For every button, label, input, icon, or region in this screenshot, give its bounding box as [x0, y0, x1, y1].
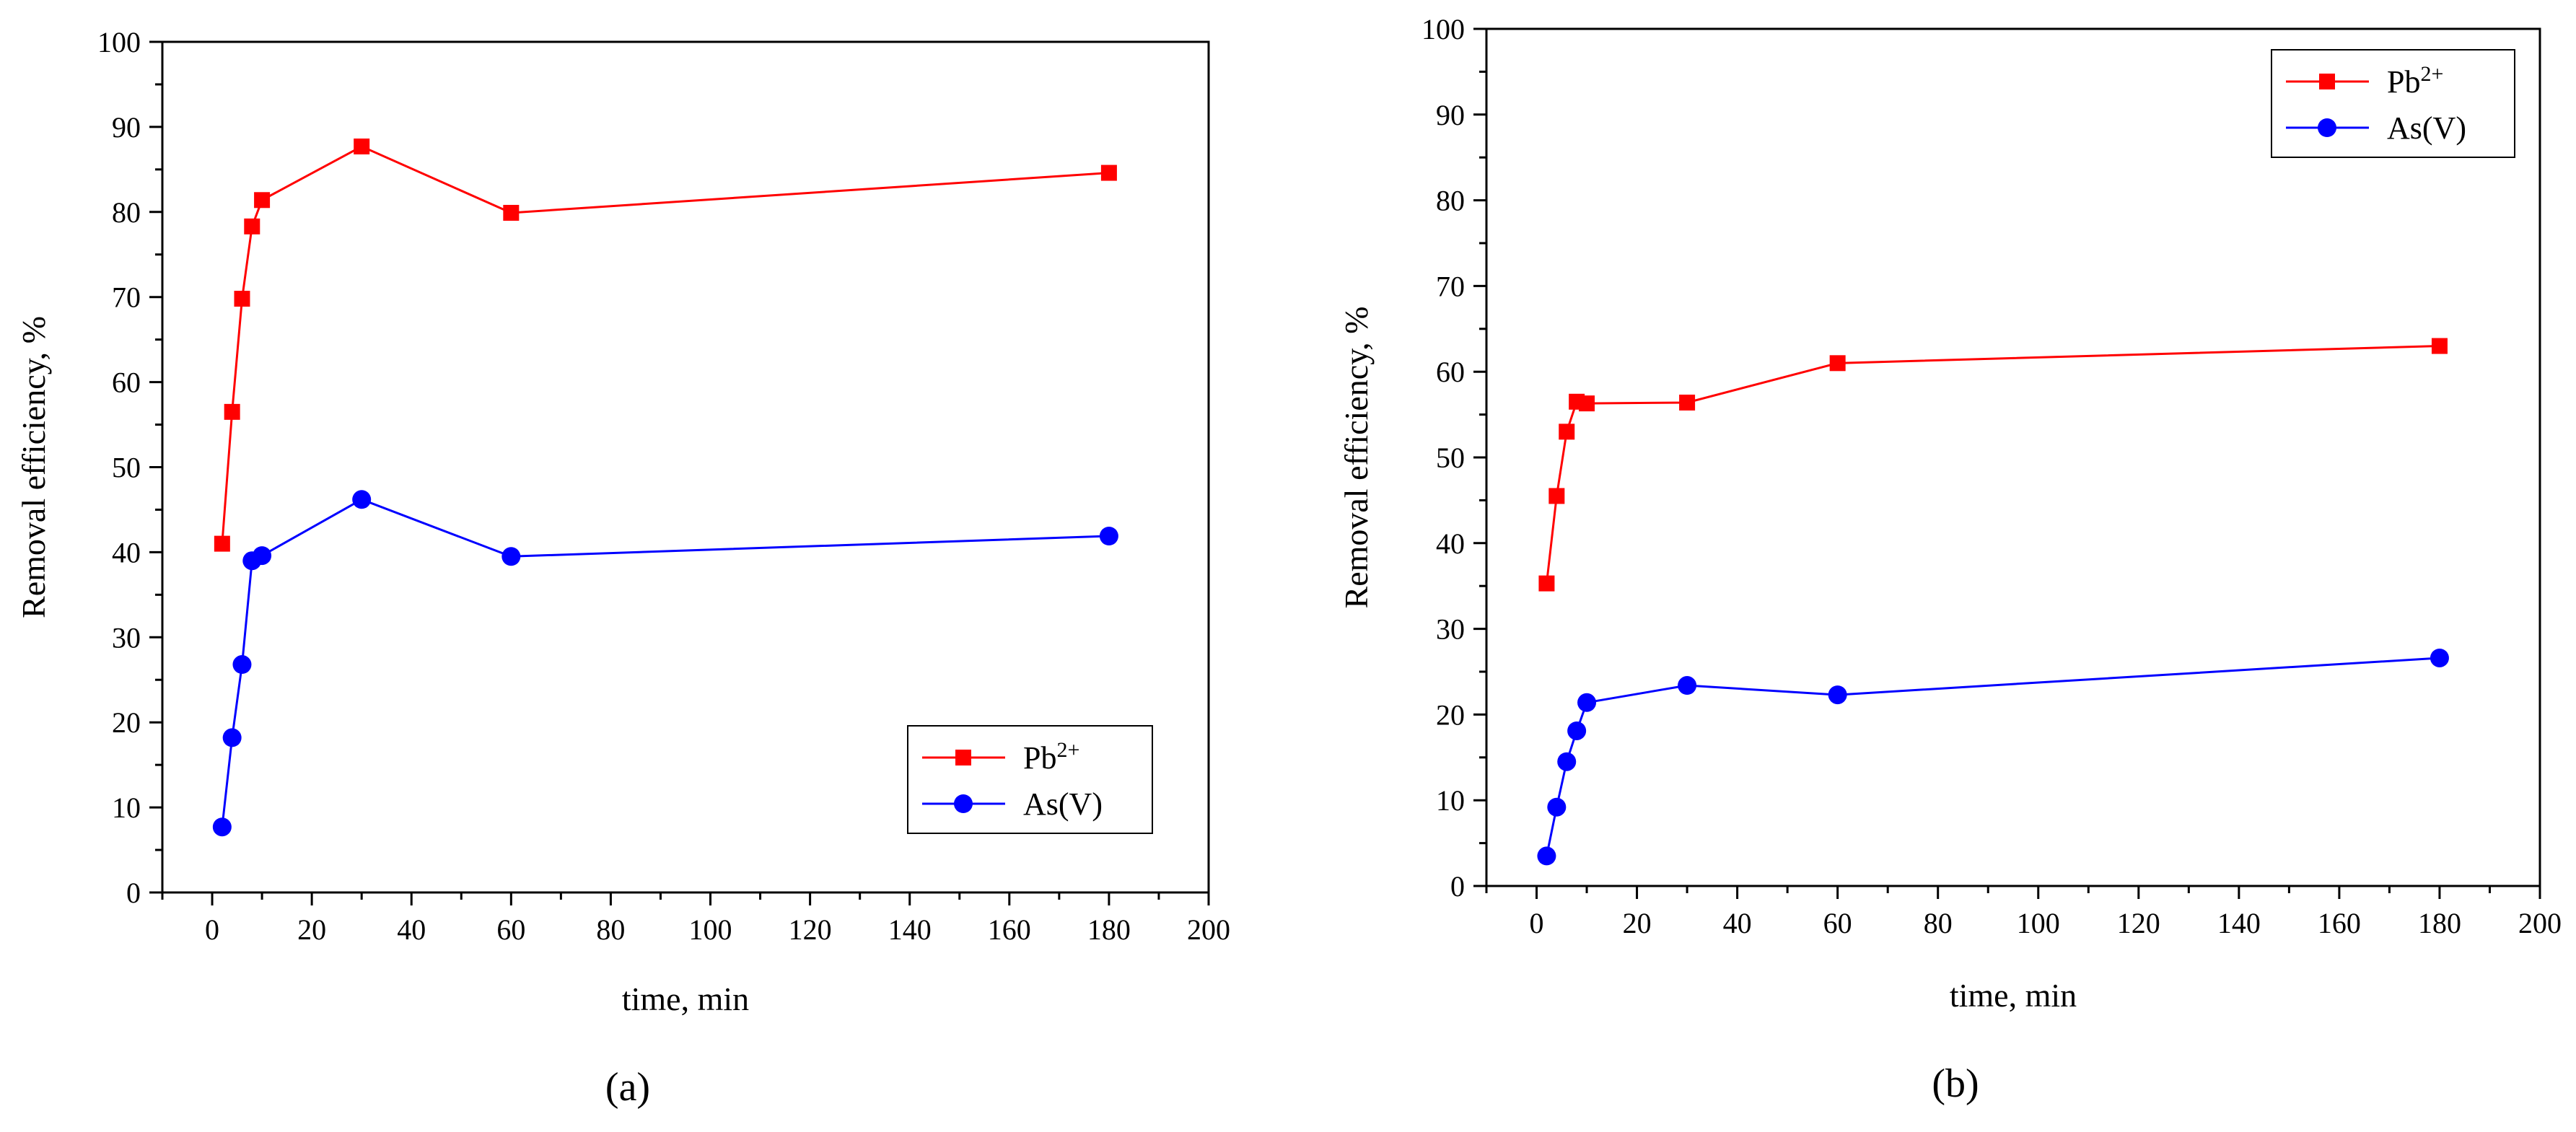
data-point — [1829, 355, 1846, 372]
legend: Pb2+As(V) — [2271, 49, 2515, 158]
legend-marker — [955, 750, 971, 765]
x-tick-label: 160 — [988, 913, 1031, 946]
x-tick-label: 180 — [2418, 907, 2461, 939]
data-point — [1579, 395, 1595, 412]
data-point — [224, 403, 240, 420]
y-tick-label: 50 — [1436, 442, 1465, 474]
x-tick-label: 200 — [1187, 913, 1230, 946]
data-point — [232, 655, 252, 675]
data-point — [1577, 693, 1597, 712]
data-point — [212, 817, 232, 837]
y-axis-label: Removal efficiency, % — [1338, 307, 1375, 609]
y-tick-label: 30 — [1436, 613, 1465, 646]
data-point — [1828, 685, 1847, 705]
x-tick-label: 40 — [1723, 907, 1752, 939]
y-tick-label: 20 — [112, 706, 141, 739]
y-tick-label: 100 — [97, 26, 141, 58]
data-point — [234, 291, 250, 307]
y-tick-label: 70 — [1436, 270, 1465, 302]
y-tick-label: 20 — [1436, 698, 1465, 731]
legend-label-superscript: 2+ — [1056, 738, 1079, 762]
legend-marker — [2318, 118, 2336, 137]
x-tick-label: 100 — [689, 913, 732, 946]
legend: Pb2+ As(V) — [907, 725, 1153, 834]
data-point — [254, 192, 271, 209]
y-tick-label: 40 — [1436, 527, 1465, 560]
y-tick-label: 30 — [112, 621, 141, 654]
y-tick-label: 0 — [1450, 870, 1465, 903]
data-point — [1538, 575, 1555, 592]
y-tick-label: 40 — [112, 536, 141, 569]
data-point — [222, 728, 242, 747]
x-tick-label: 0 — [1530, 907, 1544, 939]
y-tick-label: 60 — [112, 367, 141, 399]
legend-label-superscript: 2+ — [2420, 62, 2443, 86]
y-tick-label: 10 — [112, 791, 141, 824]
data-point — [501, 547, 521, 566]
data-point — [214, 535, 230, 552]
y-tick-label: 80 — [1436, 185, 1465, 217]
data-point — [352, 490, 372, 509]
data-point — [1679, 394, 1696, 411]
x-tick-label: 0 — [205, 913, 219, 946]
y-tick-label: 0 — [126, 877, 141, 909]
data-point — [244, 218, 260, 234]
y-tick-label: 80 — [112, 196, 141, 229]
x-tick-label: 20 — [1623, 907, 1652, 939]
x-tick-label: 140 — [2217, 907, 2261, 939]
x-tick-label: 80 — [1924, 907, 1953, 939]
data-point — [1099, 526, 1118, 545]
legend-marker — [954, 794, 973, 813]
legend-box — [2271, 49, 2515, 158]
x-tick-label: 160 — [2318, 907, 2361, 939]
data-point — [1557, 752, 1577, 771]
data-point — [253, 546, 272, 566]
x-tick-label: 20 — [297, 913, 326, 946]
x-axis-label: time, min — [622, 980, 749, 1017]
data-point — [1548, 488, 1565, 504]
series-line — [221, 145, 1110, 544]
data-point — [1547, 797, 1567, 817]
data-point — [1567, 721, 1587, 740]
y-tick-label: 90 — [112, 111, 141, 144]
y-tick-label: 10 — [1436, 784, 1465, 817]
x-axis-label: time, min — [1950, 977, 2077, 1014]
x-tick-label: 80 — [596, 913, 625, 946]
panel-label: (b) — [1932, 1061, 1979, 1106]
data-point — [2431, 338, 2448, 354]
data-point — [1678, 676, 1697, 696]
y-tick-label: 50 — [112, 452, 141, 484]
y-tick-label: 60 — [1436, 356, 1465, 388]
x-tick-label: 100 — [2017, 907, 2060, 939]
data-point — [2430, 648, 2449, 667]
x-tick-label: 140 — [888, 913, 932, 946]
legend-label: As(V) — [2387, 110, 2466, 146]
legend-label: As(V) — [1023, 786, 1103, 822]
legend-marker — [2319, 74, 2335, 89]
y-axis-label: Removal efficiency, % — [15, 316, 52, 618]
series-line — [1545, 345, 2440, 584]
legend-box — [907, 725, 1153, 834]
x-tick-label: 60 — [496, 913, 525, 946]
panel-label: (a) — [605, 1065, 650, 1110]
x-tick-label: 120 — [2117, 907, 2160, 939]
legend-label: Pb2+ — [1023, 738, 1079, 776]
y-tick-label: 70 — [112, 281, 141, 314]
x-tick-label: 40 — [397, 913, 426, 946]
x-tick-label: 120 — [789, 913, 832, 946]
data-point — [503, 204, 520, 221]
data-point — [1559, 424, 1575, 440]
data-point — [354, 139, 370, 155]
x-tick-label: 200 — [2518, 907, 2562, 939]
chart-panel-b: 0 20 40 60 80 100 120 140 160 180 200 0 10 20 30 40 50 60… — [1338, 13, 2562, 1106]
y-tick-label: 100 — [1421, 13, 1465, 45]
data-point — [1537, 846, 1556, 866]
x-tick-label: 180 — [1087, 913, 1131, 946]
x-tick-label: 60 — [1823, 907, 1852, 939]
data-point — [1100, 164, 1117, 181]
y-tick-label: 90 — [1436, 99, 1465, 131]
chart-panel-a: 0 20 40 60 80 100 120 140 160 180 200 0 10 20 30 40 50 60… — [15, 26, 1230, 1110]
